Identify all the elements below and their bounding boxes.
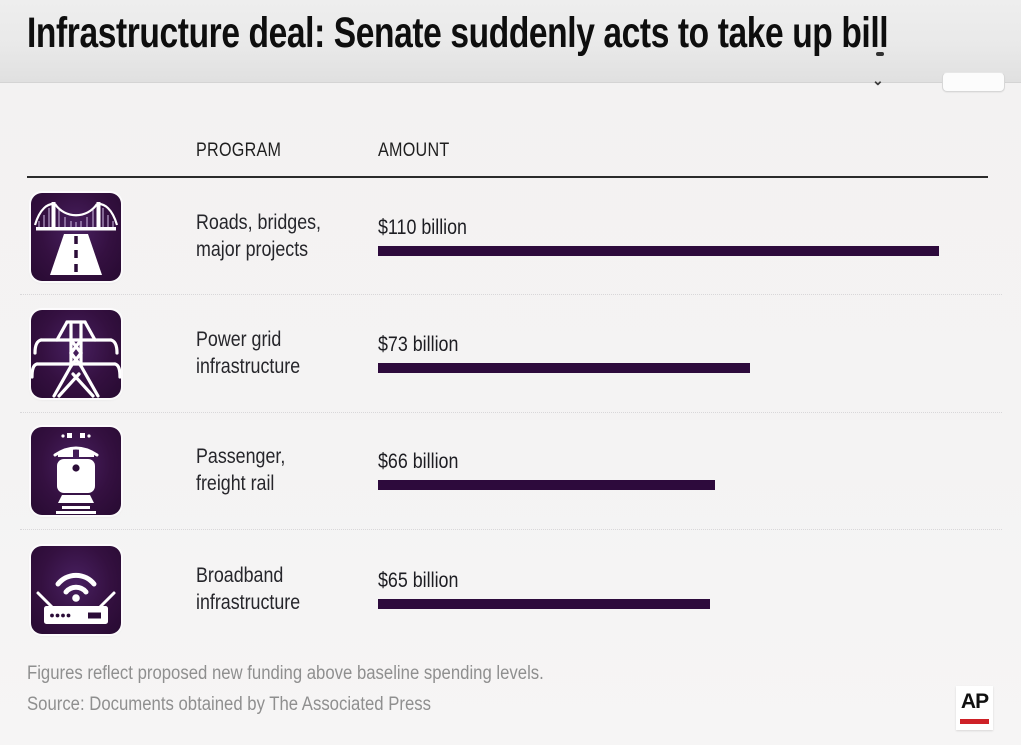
amount-bar	[378, 599, 710, 609]
table-row: Roads, bridges, major projects $110 bill…	[0, 193, 1021, 305]
column-header-program: PROGRAM	[196, 140, 282, 161]
program-label: Power grid infrastructure	[196, 328, 301, 378]
program-label: Roads, bridges, major projects	[196, 211, 322, 261]
table-row: Passenger, freight rail $66 billion	[0, 427, 1021, 539]
amount-label: $73 billion	[378, 333, 459, 356]
column-header-amount: AMOUNT	[378, 140, 450, 161]
program-label: Broadband infrastructure	[196, 564, 301, 614]
amount-bar	[378, 246, 939, 256]
power-grid-icon	[31, 310, 121, 398]
page-title-text: Infrastructure deal: Senate suddenly act…	[27, 9, 889, 57]
amount-label: $110 billion	[378, 216, 467, 239]
source-line: Source: Documents obtained by The Associ…	[27, 694, 431, 715]
cropped-text-remnant	[876, 52, 884, 56]
title-band: Infrastructure deal: Senate suddenly act…	[0, 0, 1021, 92]
header-rule	[27, 176, 988, 178]
row-separator	[20, 529, 1002, 530]
router-wifi-icon	[31, 546, 121, 634]
row-separator	[20, 294, 1002, 295]
table-row: Broadband infrastructure $65 billion	[0, 546, 1021, 658]
amount-label: $66 billion	[378, 450, 459, 473]
amount-bar	[378, 363, 750, 373]
cropped-embed-button[interactable]	[942, 72, 1005, 92]
train-icon	[31, 427, 121, 515]
ap-logo: AP	[956, 686, 993, 730]
table-row: Power grid infrastructure $73 billion	[0, 310, 1021, 422]
bridge-road-icon	[31, 193, 121, 281]
amount-label: $65 billion	[378, 569, 459, 592]
ap-logo-redbar	[960, 719, 989, 724]
amount-bar	[378, 480, 715, 490]
page-title: Infrastructure deal: Senate suddenly act…	[27, 9, 889, 58]
ap-logo-text: AP	[960, 690, 989, 713]
program-label: Passenger, freight rail	[196, 445, 286, 495]
footnote: Figures reflect proposed new funding abo…	[27, 663, 544, 684]
row-separator	[20, 412, 1002, 413]
chevron-down-icon: ⌄	[872, 72, 884, 88]
